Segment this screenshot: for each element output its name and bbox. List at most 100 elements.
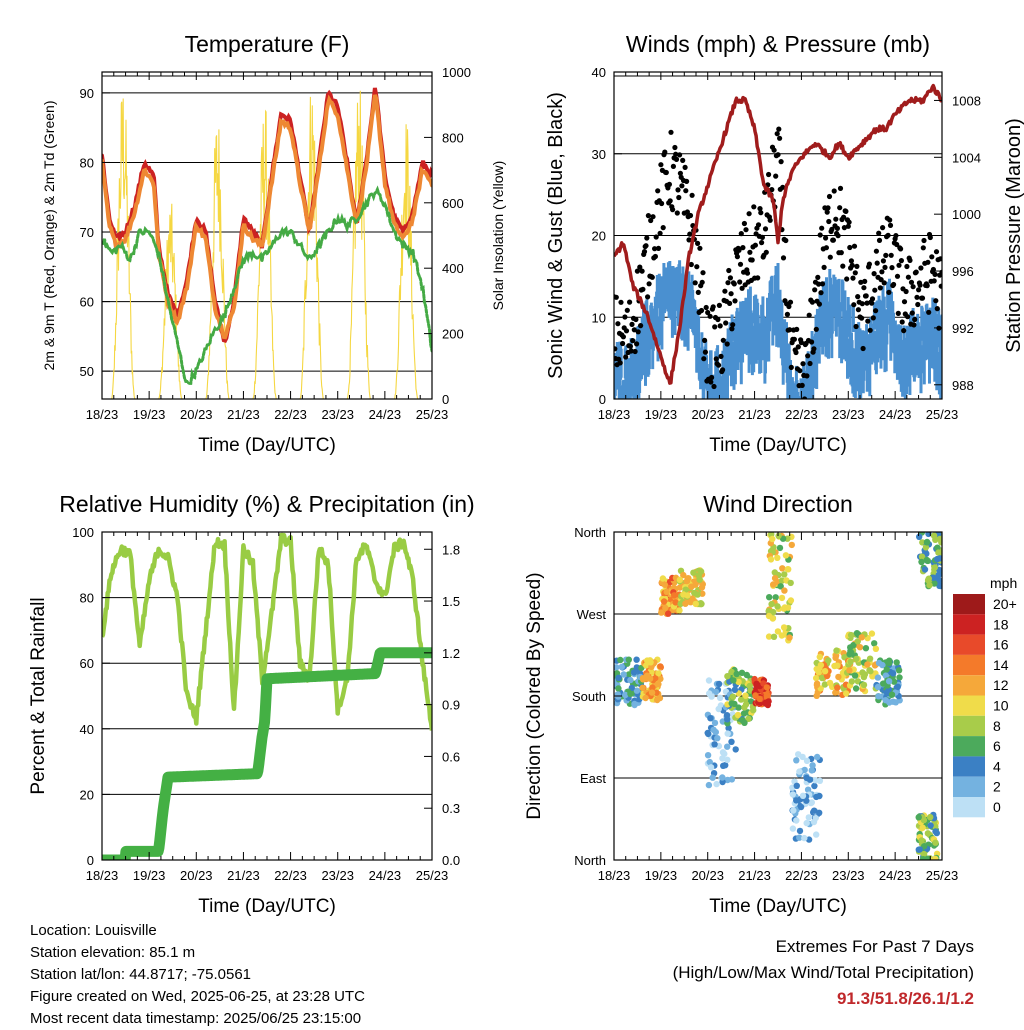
y-tick-label: 0 xyxy=(87,853,94,868)
gust-point xyxy=(715,316,721,323)
x-axis-label: Time (Day/UTC) xyxy=(709,896,847,917)
gust-point xyxy=(841,214,847,220)
direction-point xyxy=(615,685,622,692)
gust-point xyxy=(886,289,892,295)
direction-point xyxy=(649,684,656,691)
chart-title: Temperature (F) xyxy=(185,31,350,57)
direction-point xyxy=(854,638,861,645)
direction-point xyxy=(733,670,740,678)
gust-point xyxy=(627,299,633,305)
direction-point xyxy=(926,581,933,589)
direction-point xyxy=(817,661,825,669)
direction-point xyxy=(860,681,868,689)
gust-point xyxy=(731,281,737,287)
gust-point xyxy=(673,156,680,162)
gust-point xyxy=(727,300,733,306)
direction-point xyxy=(657,663,664,670)
x-tick-label: 22/23 xyxy=(785,407,818,422)
y-tick-label: 80 xyxy=(80,591,94,606)
gust-point xyxy=(804,373,810,379)
gust-point xyxy=(767,217,773,223)
direction-point xyxy=(728,738,735,745)
gust-point xyxy=(677,152,683,158)
direction-point xyxy=(780,624,788,631)
direction-point xyxy=(933,829,940,837)
direction-point xyxy=(918,837,925,844)
gust-point xyxy=(716,302,723,308)
gust-point xyxy=(852,270,858,276)
gust-point xyxy=(652,253,659,260)
gust-point xyxy=(818,290,824,296)
gust-point xyxy=(835,233,841,239)
gust-point xyxy=(757,206,763,212)
gust-point xyxy=(744,270,751,276)
gust-point xyxy=(702,349,709,355)
direction-point xyxy=(814,753,821,761)
direction-point xyxy=(867,668,874,675)
direction-point xyxy=(782,552,790,559)
direction-point xyxy=(617,656,624,664)
series-t9m xyxy=(102,94,432,340)
direction-point xyxy=(680,571,687,579)
gust-point xyxy=(637,264,643,270)
gust-point xyxy=(713,356,719,362)
direction-point xyxy=(916,533,923,540)
y-right-tick-label: 400 xyxy=(442,261,464,276)
direction-point xyxy=(614,691,621,698)
chart-title: Wind Direction xyxy=(703,491,853,517)
gust-point xyxy=(773,173,779,179)
y-right-tick-label: 0.9 xyxy=(442,698,460,713)
direction-point xyxy=(676,576,684,583)
gust-point xyxy=(784,311,791,317)
direction-point xyxy=(665,610,672,617)
gust-point xyxy=(850,275,856,281)
gust-point xyxy=(805,353,811,359)
direction-point xyxy=(920,856,927,860)
gust-point xyxy=(649,274,655,280)
direction-point xyxy=(663,588,670,595)
direction-point xyxy=(871,640,878,647)
y-tick-label: 90 xyxy=(80,86,94,101)
gust-point xyxy=(809,339,815,345)
legend-label: 4 xyxy=(993,758,1001,774)
direction-point xyxy=(813,674,820,682)
direction-point xyxy=(724,743,731,750)
y-right-axis-label: Solar Insolation (Yellow) xyxy=(490,161,506,311)
gust-point xyxy=(676,194,682,201)
gust-point xyxy=(732,298,738,304)
gust-point xyxy=(729,326,735,332)
direction-point xyxy=(895,667,903,674)
gust-point xyxy=(830,237,837,243)
direction-point xyxy=(813,681,821,689)
gust-point xyxy=(866,261,873,267)
direction-point xyxy=(805,814,812,821)
gust-point xyxy=(634,268,641,274)
direction-point xyxy=(676,607,683,614)
gust-point xyxy=(824,209,830,215)
direction-point xyxy=(858,634,865,641)
direction-point xyxy=(787,597,795,604)
gust-point xyxy=(826,218,832,225)
legend-label: 2 xyxy=(993,779,1001,795)
direction-point xyxy=(614,664,620,671)
gust-point xyxy=(861,285,867,291)
gust-point xyxy=(737,279,743,285)
gust-point xyxy=(722,288,728,294)
gust-point xyxy=(898,258,905,264)
gust-point xyxy=(658,162,664,168)
gust-point xyxy=(833,216,839,222)
direction-point xyxy=(704,729,711,737)
chart-title: Relative Humidity (%) & Precipitation (i… xyxy=(59,491,474,517)
gust-point xyxy=(860,345,866,352)
x-tick-label: 21/23 xyxy=(227,407,260,422)
direction-point xyxy=(746,682,753,690)
plot-area xyxy=(102,87,432,399)
gust-point xyxy=(752,242,759,248)
legend-swatch xyxy=(953,776,985,797)
gust-point xyxy=(831,188,837,194)
gust-point xyxy=(766,171,772,178)
direction-point xyxy=(706,690,713,697)
gust-point xyxy=(627,343,634,349)
direction-point xyxy=(706,758,713,766)
